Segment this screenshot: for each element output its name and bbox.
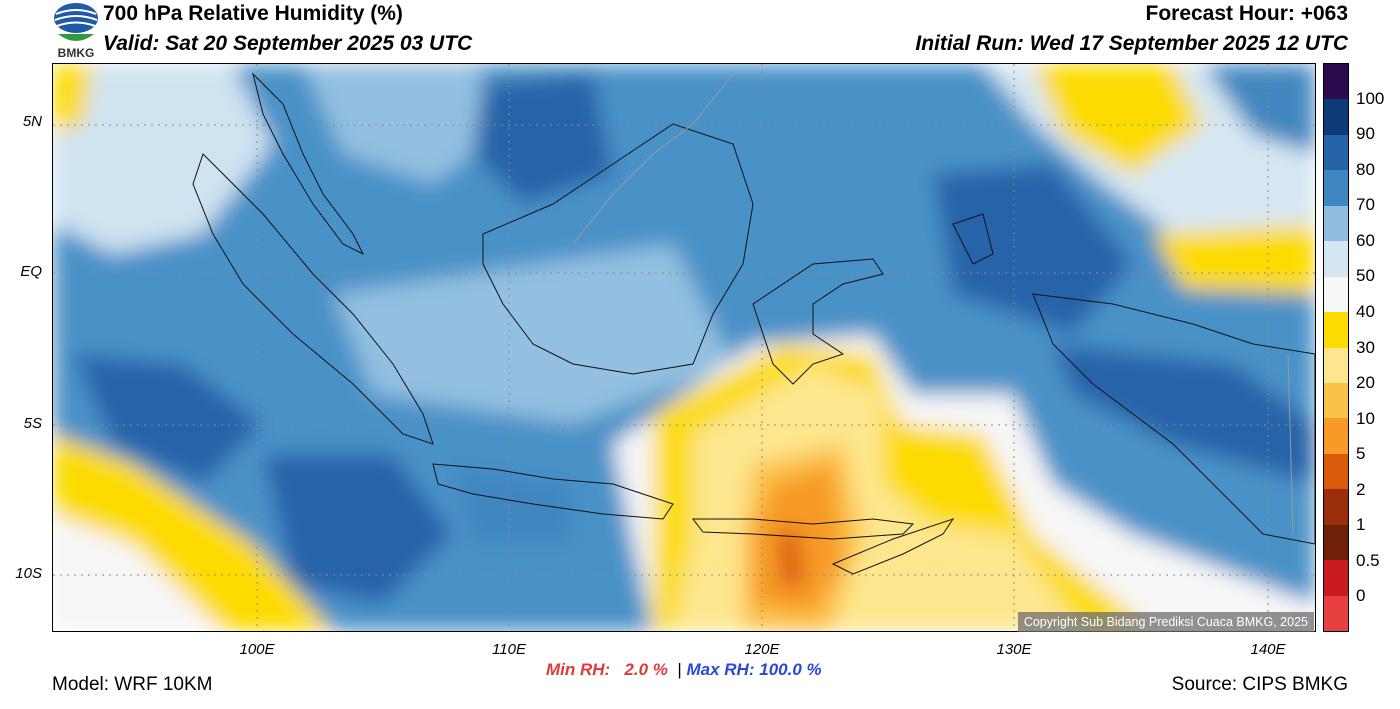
lat-label-eq: EQ: [20, 263, 42, 280]
colorbar-cell: [1324, 489, 1348, 525]
colorbar-label: 100: [1356, 88, 1385, 108]
initial-run: Initial Run: Wed 17 September 2025 12 UT…: [915, 32, 1348, 55]
colorbar-label: 70: [1356, 195, 1375, 215]
lon-label-140e: 140E: [1250, 641, 1286, 658]
colorbar-label: 2: [1356, 479, 1366, 499]
colorbar-cell: [1324, 453, 1348, 490]
colorbar-cell: [1324, 524, 1348, 561]
colorbar-label: 5: [1356, 444, 1366, 464]
min-rh: Min RH: 2.0 %: [546, 660, 668, 679]
colorbar-cell: [1324, 418, 1348, 454]
colorbar-label: 90: [1356, 124, 1375, 144]
data-source: Source: CIPS BMKG: [1171, 674, 1348, 695]
colorbar-label: 10: [1356, 408, 1375, 428]
humidity-map: [52, 63, 1316, 632]
max-rh-label: Max RH:: [686, 660, 755, 679]
min-rh-value: 2.0 %: [624, 660, 668, 679]
colorbar-cell: [1324, 276, 1348, 313]
colorbar-cell: [1324, 170, 1348, 206]
valid-time: Valid: Sat 20 September 2025 03 UTC: [103, 32, 473, 55]
colorbar-label: 50: [1356, 266, 1375, 286]
colorbar-label: 30: [1356, 337, 1375, 357]
copyright-notice: Copyright Sub Bidang Prediksi Cuaca BMKG…: [1017, 612, 1314, 632]
lat-label-10s: 10S: [15, 565, 42, 582]
colorbar-cell: [1324, 99, 1348, 135]
colorbar-cell: [1324, 134, 1348, 171]
colorbar-cell: [1324, 205, 1348, 242]
lon-label-100e: 100E: [239, 641, 275, 658]
forecast-hour: Forecast Hour: +063: [1145, 2, 1349, 25]
colorbar-cell: [1324, 560, 1348, 596]
colorbar-cell: [1324, 64, 1348, 100]
colorbar-cell: [1324, 382, 1348, 419]
max-rh-value: 100.0 %: [759, 660, 822, 679]
colorbar-cell: [1324, 312, 1348, 348]
colorbar-cell: [1324, 241, 1348, 277]
colorbar-label: 20: [1356, 373, 1375, 393]
colorbar-cell: [1324, 347, 1348, 383]
lon-label-110e: 110E: [492, 641, 526, 658]
min-rh-label: Min RH:: [546, 660, 611, 679]
lat-label-5n: 5N: [22, 113, 42, 130]
rh-stats: Min RH: 2.0 % | Max RH: 100.0 %: [546, 660, 822, 680]
chart-title: 700 hPa Relative Humidity (%): [103, 2, 403, 25]
stats-separator: |: [677, 660, 682, 679]
logo-text: BMKG: [57, 46, 95, 60]
colorbar-label: 1: [1356, 515, 1366, 535]
colorbar: [1323, 63, 1349, 632]
colorbar-label: 0.5: [1356, 550, 1380, 570]
colorbar-label: 0: [1356, 586, 1366, 606]
colorbar-label: 80: [1356, 159, 1375, 179]
colorbar-label: 40: [1356, 301, 1375, 321]
humidity-map-canvas: [53, 64, 1315, 631]
max-rh: Max RH: 100.0 %: [686, 660, 821, 679]
lon-label-120e: 120E: [744, 641, 780, 658]
colorbar-cell: [1324, 595, 1348, 631]
bmkg-logo-icon: BMKG: [52, 2, 100, 60]
model-name: Model: WRF 10KM: [52, 674, 213, 695]
lat-label-5s: 5S: [23, 415, 42, 432]
colorbar-label: 60: [1356, 230, 1375, 250]
lon-label-130e: 130E: [996, 641, 1032, 658]
